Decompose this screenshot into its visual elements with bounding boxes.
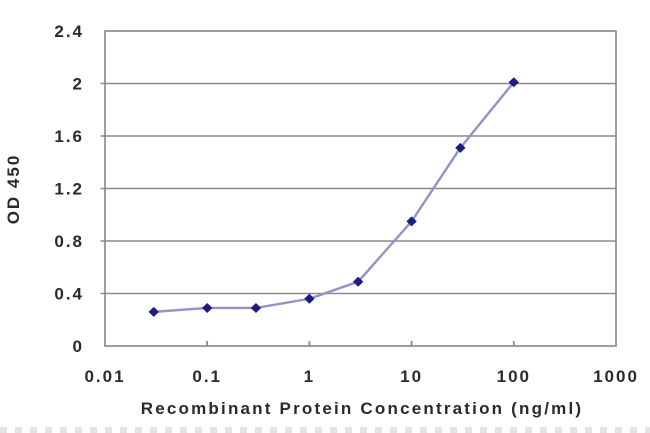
plot-border <box>104 30 617 347</box>
data-point-marker <box>250 302 262 313</box>
x-tick-label: 0.1 <box>192 367 222 386</box>
x-tick-label: 1000 <box>593 367 639 386</box>
x-tick-label: 0.01 <box>84 367 125 386</box>
y-tick-label: 0.4 <box>54 285 84 304</box>
y-tick-label: 1.6 <box>54 127 84 146</box>
bottom-artifact-strip <box>0 427 650 433</box>
data-point-marker <box>202 302 213 313</box>
x-tick-label: 1 <box>304 367 315 386</box>
data-point-marker <box>148 306 159 317</box>
data-point-marker <box>304 293 315 304</box>
data-point-marker <box>352 276 364 287</box>
y-axis-title: OD 450 <box>4 153 23 225</box>
data-point-marker <box>508 77 519 88</box>
x-axis-title: Recombinant Protein Concentration (ng/ml… <box>140 399 584 418</box>
y-tick-label: 0.8 <box>54 232 84 251</box>
y-tick-label: 2 <box>73 75 84 94</box>
x-tick-label: 10 <box>400 367 423 386</box>
data-point-marker <box>406 216 417 227</box>
y-tick-label: 1.2 <box>54 180 84 199</box>
y-tick-label: 0 <box>73 337 84 356</box>
series-line <box>152 80 515 314</box>
y-tick-label: 2.4 <box>54 22 84 41</box>
data-point-marker <box>455 142 466 153</box>
x-tick-label: 100 <box>497 367 531 386</box>
